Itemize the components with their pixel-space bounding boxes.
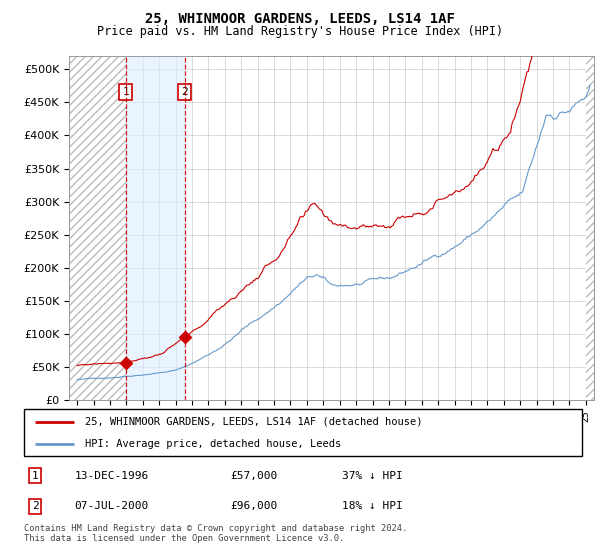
- Text: 18% ↓ HPI: 18% ↓ HPI: [342, 501, 403, 511]
- Text: £96,000: £96,000: [230, 501, 278, 511]
- Text: 2: 2: [32, 501, 38, 511]
- Bar: [586, 56, 594, 400]
- Text: 2: 2: [181, 87, 188, 97]
- Text: 1: 1: [122, 87, 129, 97]
- Text: Price paid vs. HM Land Registry's House Price Index (HPI): Price paid vs. HM Land Registry's House …: [97, 25, 503, 38]
- Text: 13-DEC-1996: 13-DEC-1996: [74, 470, 148, 480]
- Text: Contains HM Land Registry data © Crown copyright and database right 2024.
This d: Contains HM Land Registry data © Crown c…: [24, 524, 407, 543]
- Text: 1: 1: [32, 470, 38, 480]
- Text: 07-JUL-2000: 07-JUL-2000: [74, 501, 148, 511]
- Bar: [69, 56, 126, 400]
- Text: HPI: Average price, detached house, Leeds: HPI: Average price, detached house, Leed…: [85, 438, 341, 449]
- Text: £57,000: £57,000: [230, 470, 278, 480]
- FancyBboxPatch shape: [24, 409, 582, 456]
- Text: 25, WHINMOOR GARDENS, LEEDS, LS14 1AF: 25, WHINMOOR GARDENS, LEEDS, LS14 1AF: [145, 12, 455, 26]
- Bar: [126, 56, 185, 400]
- Text: 37% ↓ HPI: 37% ↓ HPI: [342, 470, 403, 480]
- Text: 25, WHINMOOR GARDENS, LEEDS, LS14 1AF (detached house): 25, WHINMOOR GARDENS, LEEDS, LS14 1AF (d…: [85, 417, 423, 427]
